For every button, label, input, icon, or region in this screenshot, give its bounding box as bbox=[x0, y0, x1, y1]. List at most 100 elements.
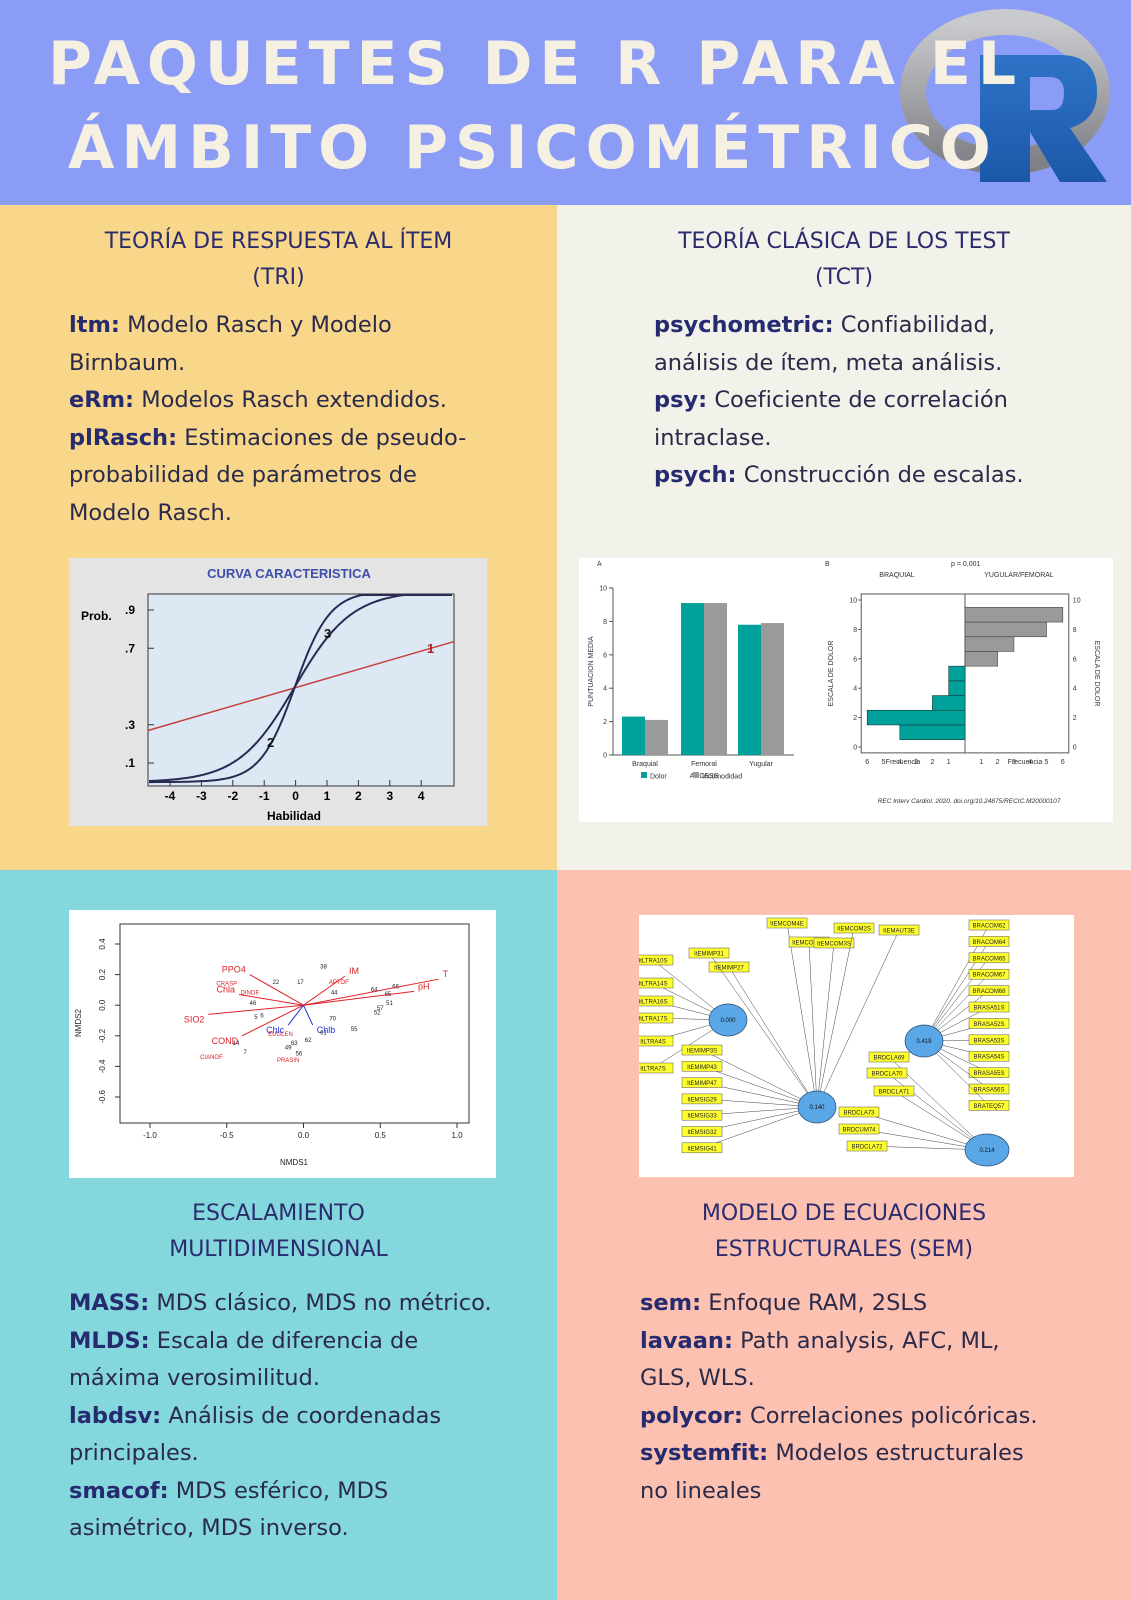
x-tick-label: 3 bbox=[386, 789, 393, 803]
indicator-label: BRDCLA71 bbox=[878, 1090, 910, 1096]
section-body: psychometric: Confiabilidad, análisis de… bbox=[654, 307, 1044, 495]
package-name: psychometric: bbox=[654, 312, 834, 338]
indicator-label: ItEMSIG32 bbox=[687, 1130, 717, 1136]
y-tick-label: 6 bbox=[853, 656, 857, 663]
y-tick-label: 2 bbox=[603, 719, 607, 726]
x-tick-label: -1 bbox=[259, 789, 270, 803]
indicator-label: BRDCUM74 bbox=[842, 1128, 876, 1134]
vector-label: pH bbox=[418, 981, 430, 991]
indicator-box bbox=[866, 1067, 908, 1079]
path-arrow bbox=[701, 1106, 818, 1149]
package-desc: Path analysis, AFC, ML, GLS, WLS. bbox=[640, 1327, 1000, 1392]
indicator-label: BRDCLA73 bbox=[843, 1111, 875, 1117]
indicator-box bbox=[968, 936, 1010, 947]
logo-r bbox=[980, 55, 1107, 182]
y-tick-label: 0 bbox=[853, 745, 857, 752]
bar bbox=[964, 621, 1047, 638]
vector-label: Chlc bbox=[266, 1025, 285, 1035]
plot-frame bbox=[119, 923, 470, 1124]
vector bbox=[249, 974, 304, 1006]
x-tick-label: -0.5 bbox=[220, 1131, 234, 1140]
site-label: 57 bbox=[377, 1006, 384, 1012]
axis-label: ACCESS bbox=[690, 773, 719, 780]
indicator-label: BRDCLA70 bbox=[871, 1072, 903, 1078]
x-tick-label: -2 bbox=[227, 789, 238, 803]
indicator-box bbox=[968, 1067, 1010, 1078]
package-desc: MDS clásico, MDS no métrico. bbox=[156, 1290, 492, 1316]
vector bbox=[303, 978, 439, 1006]
package-desc: MDS esférico, MDS asimétrico, MDS invers… bbox=[69, 1477, 389, 1542]
x-tick-label: 4 bbox=[898, 759, 902, 766]
vector-label: T bbox=[443, 969, 449, 979]
bar bbox=[964, 636, 1015, 652]
y-tick-label: 4 bbox=[603, 686, 607, 693]
y-tick-label: 4 bbox=[853, 686, 857, 693]
indicator-box bbox=[639, 1012, 674, 1024]
indicator-box bbox=[681, 1061, 723, 1072]
indicator-label: BRASA53S bbox=[973, 1038, 1004, 1044]
section-title-line: TEORÍA DE RESPUESTA AL ÍTEM bbox=[104, 229, 453, 254]
site-label: 56 bbox=[296, 1052, 303, 1058]
indicator-label: ItEMIMP43 bbox=[687, 1065, 717, 1071]
indicator-label: BRACOM65 bbox=[972, 956, 1006, 962]
site-label: 63 bbox=[291, 1041, 298, 1047]
package-item: MASS: MDS clásico, MDS no métrico. bbox=[69, 1285, 509, 1323]
curve bbox=[148, 594, 452, 782]
species-label: APTOF bbox=[329, 980, 349, 986]
x-tick-label: 5 bbox=[1045, 759, 1049, 766]
axis-label: ESCALA DE DOLOR bbox=[1093, 641, 1100, 707]
axis-label: NMDS1 bbox=[280, 1158, 309, 1167]
package-desc: Escala de diferencia de máxima verosimil… bbox=[69, 1327, 419, 1392]
indicator-box bbox=[639, 977, 674, 989]
site-label: 70 bbox=[329, 1017, 336, 1023]
site-label: 5 bbox=[254, 1015, 258, 1021]
title-line: PAQUETES DE R PARA EL bbox=[48, 29, 1024, 99]
indicator-label: ItEMCOM4S bbox=[792, 941, 826, 947]
x-tick-label: 2 bbox=[355, 789, 362, 803]
y-tick-label: 2 bbox=[1073, 715, 1077, 722]
x-tick-label: 2 bbox=[930, 759, 934, 766]
path-arrow bbox=[701, 1049, 818, 1108]
species-label: CRASP bbox=[216, 981, 237, 987]
indicator-label: BRATEQ57 bbox=[974, 1104, 1006, 1110]
indicator-label: ItLTRA17S bbox=[639, 1017, 667, 1023]
package-desc: Estimaciones de pseudo-probabilidad de p… bbox=[69, 424, 467, 526]
package-name: labdsv: bbox=[69, 1402, 162, 1429]
vector bbox=[303, 1004, 314, 1026]
indicator-box bbox=[968, 1018, 1010, 1029]
x-tick-label: 1 bbox=[979, 759, 983, 766]
y-tick-label: 2 bbox=[853, 715, 857, 722]
section-title: TEORÍA DE RESPUESTA AL ÍTEM (TRI) bbox=[0, 224, 557, 296]
y-tick-label: 0.2 bbox=[98, 968, 107, 980]
y-tick-label: 6 bbox=[603, 652, 607, 659]
x-tick-label: 0.5 bbox=[375, 1131, 387, 1140]
species-label: PRASIN bbox=[277, 1058, 299, 1064]
section-body: ltm: Modelo Rasch y Modelo Birnbaum. eRm:… bbox=[69, 307, 489, 532]
section-body: MASS: MDS clásico, MDS no métrico. MLDS: … bbox=[69, 1285, 509, 1548]
package-name: sem: bbox=[640, 1290, 702, 1316]
section-title-line: ESCALAMIENTO bbox=[192, 1201, 365, 1226]
indicator-box bbox=[681, 1142, 723, 1154]
site-label: 51 bbox=[386, 1001, 393, 1007]
y-tick-label: 0.4 bbox=[98, 938, 107, 950]
y-tick-label: .3 bbox=[125, 718, 135, 732]
indicator-box bbox=[878, 924, 920, 936]
package-item: psychometric: Confiabilidad, análisis de… bbox=[654, 307, 1044, 382]
bar bbox=[738, 624, 761, 755]
y-tick-label: .1 bbox=[125, 756, 135, 770]
r-logo bbox=[900, 9, 1110, 182]
panel-label: B bbox=[825, 561, 830, 568]
site-label: 55 bbox=[351, 1027, 358, 1033]
indicator-label: BRDCLA72 bbox=[851, 1145, 883, 1151]
y-tick-label: 10 bbox=[1073, 598, 1081, 605]
legend-swatch bbox=[693, 772, 699, 778]
path-arrow bbox=[786, 922, 818, 1108]
indicator-box bbox=[681, 1126, 723, 1137]
path-arrow bbox=[858, 1111, 988, 1151]
package-item: sem: Enfoque RAM, 2SLS bbox=[640, 1285, 1040, 1323]
x-tick-label: 3 bbox=[914, 759, 918, 766]
indicator-label: ItLTRA7S bbox=[640, 1067, 666, 1073]
y-tick-label: -0.2 bbox=[98, 1028, 107, 1042]
y-tick-label: 10 bbox=[599, 586, 607, 593]
indicator-label: ItLTRA10S bbox=[639, 959, 667, 965]
